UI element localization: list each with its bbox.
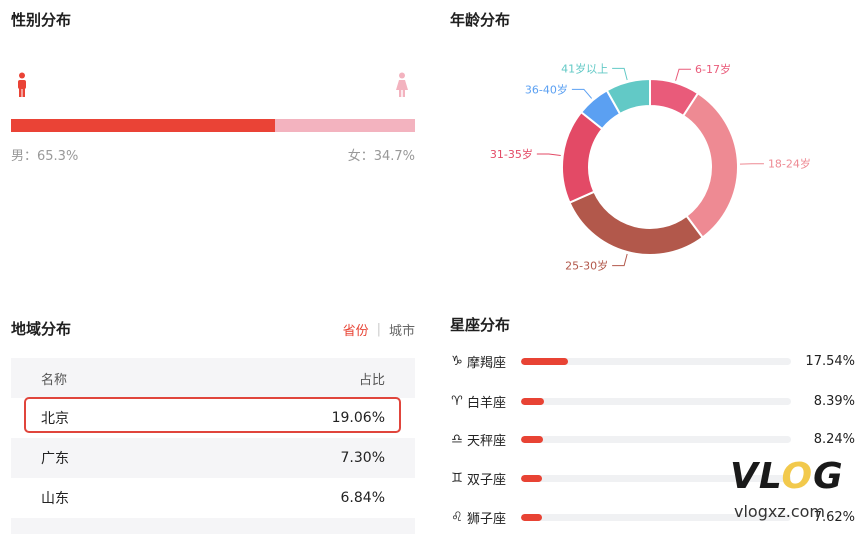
table-row-partial bbox=[11, 518, 415, 534]
age-slice-label: 41岁以上 bbox=[561, 61, 608, 75]
male-ratio-fill bbox=[11, 119, 275, 132]
row-ratio: 19.06% bbox=[331, 410, 385, 426]
row-ratio: 6.84% bbox=[340, 490, 385, 506]
tab-city[interactable]: 城市 bbox=[388, 324, 415, 339]
constellation-percent: 7.62% bbox=[813, 509, 855, 525]
region-section-title: 地域分布 bbox=[11, 320, 72, 338]
constellation-bar-fill bbox=[521, 474, 543, 482]
constellation-bar-track bbox=[521, 435, 791, 443]
female-percent-label: 女：34.7% bbox=[347, 149, 415, 164]
watermark-logo: VLOG bbox=[730, 456, 844, 497]
age-slice-label: 18-24岁 bbox=[768, 157, 811, 171]
age-leader-line bbox=[675, 68, 692, 81]
capricorn-icon: ♑ bbox=[451, 353, 463, 369]
gender-section-title: 性别分布 bbox=[11, 11, 72, 29]
constellation-name: 摩羯座 bbox=[467, 355, 507, 371]
constellation-row-libra: ♎ 天秤座 8.24% bbox=[450, 429, 855, 449]
constellation-row-capricorn: ♑ 摩羯座 17.54% bbox=[450, 351, 855, 371]
constellation-percent: 8.39% bbox=[813, 393, 855, 409]
constellation-row-aries: ♈ 白羊座 8.39% bbox=[450, 391, 855, 411]
header-ratio: 占比 bbox=[358, 372, 385, 388]
region-table: 名称 占比 北京 19.06% 广东 7.30% 山东 6.84% bbox=[11, 358, 415, 534]
constellation-bar-fill bbox=[521, 397, 544, 405]
table-row[interactable]: 广东 7.30% bbox=[11, 438, 415, 478]
constellation-row-gemini: ♊ 双子座 bbox=[450, 468, 855, 488]
aries-icon: ♈ bbox=[451, 393, 463, 409]
tab-divider: | bbox=[376, 322, 381, 337]
gemini-icon: ♊ bbox=[451, 470, 463, 486]
gender-ratio-bar bbox=[11, 119, 415, 132]
table-row[interactable]: 山东 6.84% bbox=[11, 478, 415, 518]
header-name: 名称 bbox=[41, 372, 68, 388]
constellation-name: 双子座 bbox=[467, 472, 507, 488]
constellation-bar-fill bbox=[521, 513, 542, 521]
age-leader-line bbox=[612, 67, 628, 81]
constellation-percent: 8.24% bbox=[813, 431, 855, 447]
age-slice-label: 36-40岁 bbox=[525, 82, 568, 96]
row-ratio: 7.30% bbox=[340, 450, 385, 466]
male-icon bbox=[14, 72, 30, 102]
age-donut-chart: 6-17岁 18-24岁 25-30岁 31-35岁 36-40岁 41岁以上 bbox=[490, 61, 811, 273]
age-slice bbox=[561, 110, 604, 204]
tab-province[interactable]: 省份 bbox=[342, 324, 369, 339]
age-slice-label: 31-35岁 bbox=[490, 147, 533, 161]
age-slice bbox=[568, 190, 705, 256]
age-leader-line bbox=[571, 88, 593, 99]
row-name: 山东 bbox=[41, 491, 69, 507]
leo-icon: ♌ bbox=[451, 509, 463, 525]
constellation-section-title: 星座分布 bbox=[450, 316, 511, 334]
age-slice-label: 25-30岁 bbox=[565, 259, 608, 273]
female-icon bbox=[394, 72, 410, 102]
age-leader-line bbox=[612, 253, 628, 267]
constellation-bar-fill bbox=[521, 435, 544, 443]
constellation-bar-track bbox=[521, 357, 791, 365]
female-ratio-fill bbox=[274, 119, 415, 132]
constellation-bar-track bbox=[521, 474, 791, 482]
vlog-watermark: VLOG vlogxz.com bbox=[712, 452, 862, 534]
table-header: 名称 占比 bbox=[11, 358, 415, 398]
highlight-annotation-box bbox=[24, 397, 401, 433]
age-slice-label: 6-17岁 bbox=[695, 62, 731, 76]
age-slice bbox=[681, 91, 739, 239]
male-percent-label: 男：65.3% bbox=[11, 149, 79, 164]
constellation-bar-track bbox=[521, 397, 791, 405]
table-row[interactable]: 北京 19.06% bbox=[11, 398, 415, 438]
constellation-name: 狮子座 bbox=[467, 511, 507, 527]
region-tabs: 省份 | 城市 bbox=[343, 320, 415, 339]
constellation-row-leo: ♌ 狮子座 7.62% bbox=[450, 507, 855, 527]
constellation-name: 白羊座 bbox=[467, 395, 507, 411]
libra-icon: ♎ bbox=[451, 431, 463, 447]
age-slice bbox=[605, 77, 651, 116]
watermark-url: vlogxz.com bbox=[734, 502, 825, 521]
constellation-bar-fill bbox=[521, 357, 569, 365]
constellation-percent: 17.54% bbox=[805, 353, 855, 369]
age-section-title: 年龄分布 bbox=[450, 11, 511, 29]
age-leader-line bbox=[536, 153, 561, 156]
constellation-name: 天秤座 bbox=[467, 433, 507, 449]
constellation-bar-track bbox=[521, 513, 791, 521]
row-name: 广东 bbox=[41, 451, 69, 467]
row-name: 北京 bbox=[41, 411, 69, 427]
